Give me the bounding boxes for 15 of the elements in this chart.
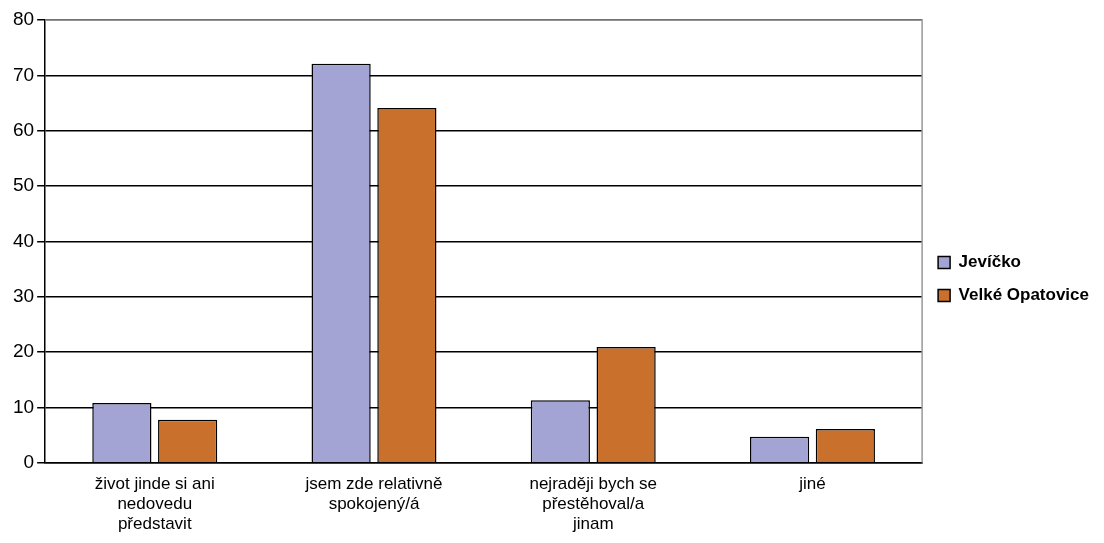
x-tick-label: jsem zde relativně spokojený/á	[304, 473, 443, 514]
y-tick-label: 80	[12, 8, 35, 30]
x-tick-label: nejraději bych se přestěhoval/a jinam	[529, 473, 658, 534]
y-tick-label: 10	[12, 395, 35, 417]
y-tick-label: 50	[12, 174, 35, 196]
x-tick-label: jiné	[798, 473, 826, 493]
y-tick-label: 0	[23, 451, 35, 473]
y-tick-label: 40	[12, 229, 35, 251]
legend-label: Jevíčko	[958, 252, 1021, 272]
y-tick-label: 70	[12, 63, 35, 85]
x-tick-label: život jinde si ani nedovedu představit	[94, 473, 215, 534]
y-tick-label: 20	[12, 340, 35, 362]
y-tick-label: 30	[12, 284, 35, 306]
legend-label: Velké Opatovice	[958, 285, 1089, 305]
y-tick-label: 60	[12, 118, 35, 140]
